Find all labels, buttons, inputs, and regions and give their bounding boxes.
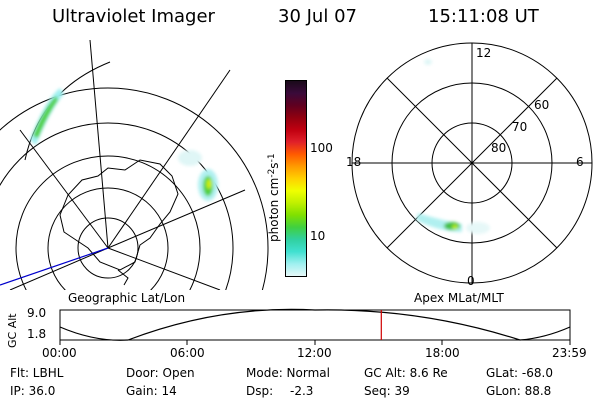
right-panel-label: Apex MLat/MLT: [414, 291, 504, 305]
altitude-ytick-low: 1.8: [27, 327, 47, 341]
altitude-curve: [59, 308, 571, 341]
status-dsp-label: Dsp:: [246, 384, 274, 398]
status-mode: Mode: Normal: [246, 366, 330, 380]
geographic-map: [0, 39, 269, 290]
altitude-plot: [59, 308, 571, 345]
mlt-label-6: 6: [576, 155, 584, 169]
colorbar-unit-label: photon cm-2s-1: [267, 153, 281, 242]
magnetic-polar-plot: [351, 42, 593, 284]
status-gain: Gain: 14: [126, 384, 177, 398]
svg-text:photon cm-2s-1: photon cm-2s-1: [267, 153, 281, 242]
colorbar: [285, 80, 307, 277]
altitude-ytick-high: 9.0: [27, 306, 47, 320]
colorbar-tick-10: 10: [310, 229, 326, 243]
status-glon: GLon: 88.8: [486, 384, 552, 398]
status-door: Door: Open: [126, 366, 195, 380]
status-gc-alt: GC Alt: 8.6 Re: [364, 366, 448, 380]
satellite-track-line: [0, 247, 109, 286]
svg-text:GC Alt: GC Alt: [6, 313, 19, 348]
instrument-title: Ultraviolet Imager: [52, 6, 215, 27]
colorbar-gradient: [286, 81, 306, 276]
altitude-xtick-1800: 18:00: [425, 346, 460, 360]
mlt-label-12: 12: [476, 46, 492, 60]
status-dsp-value: -2.3: [290, 384, 314, 398]
status-seq: Seq: 39: [364, 384, 410, 398]
mlat-label-80: 80: [491, 141, 507, 155]
altitude-xtick-2359: 23:59: [552, 346, 587, 360]
image-date: 30 Jul 07: [278, 6, 357, 27]
mlt-label-0: 0: [467, 274, 475, 288]
status-filter: Flt: LBHL: [10, 366, 64, 380]
left-panel-label: Geographic Lat/Lon: [68, 291, 186, 305]
status-ip: IP: 36.0: [10, 384, 56, 398]
altitude-ylabel: GC Alt: [6, 313, 19, 348]
status-glat: GLat: -68.0: [486, 366, 553, 380]
colorbar-tick-100: 100: [310, 141, 333, 155]
image-time: 15:11:08 UT: [428, 6, 539, 27]
mlt-label-18: 18: [346, 155, 362, 169]
altitude-xtick-1200: 12:00: [297, 346, 332, 360]
mlat-label-60: 60: [534, 98, 550, 112]
mlat-label-70: 70: [512, 120, 528, 134]
altitude-plot-frame: [59, 309, 571, 341]
altitude-xtick-0600: 06:00: [170, 346, 205, 360]
altitude-xtick-0000: 00:00: [42, 346, 77, 360]
